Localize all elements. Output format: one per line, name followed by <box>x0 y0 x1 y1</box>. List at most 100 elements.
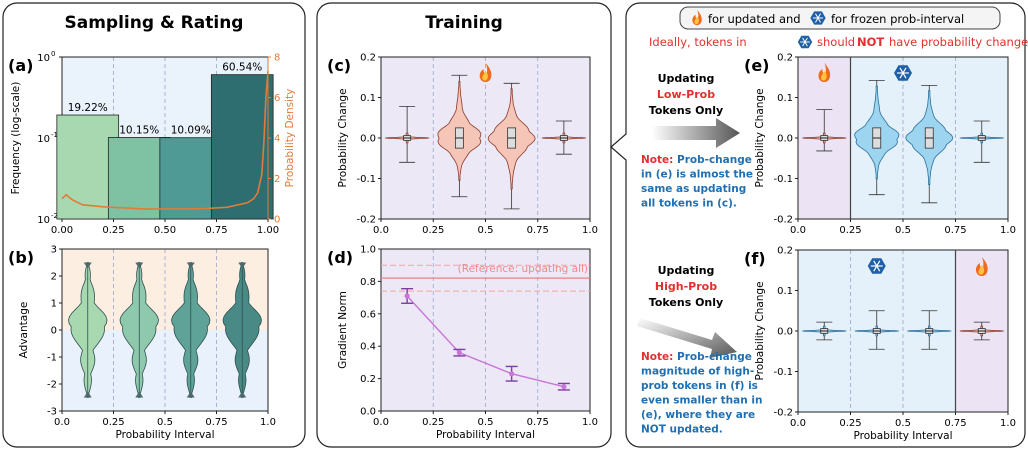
ideally-suffix: have probability change <box>889 35 1028 49</box>
bar-data-label: 19.22% <box>68 102 108 114</box>
ideally-prefix: Ideally, tokens in <box>649 35 747 49</box>
flame-icon <box>818 63 831 82</box>
x-axis-label: Probability Interval <box>853 430 952 442</box>
arrow-bottom-line1: Updating <box>658 264 715 277</box>
y-tick-label: 0.8 <box>360 277 376 288</box>
data-point <box>509 371 515 377</box>
y-tick-label: -0.1 <box>773 367 793 378</box>
x-tick-label: 0.5 <box>895 418 911 429</box>
x-tick-label: 0.75 <box>205 225 227 236</box>
y2-axis-label: Probability Density <box>284 89 296 188</box>
gradient-norm-line <box>406 295 565 388</box>
x-tick-label: 0.5 <box>478 225 494 236</box>
y-tick-label: 0.0 <box>777 327 793 338</box>
panel-label: (d) <box>327 248 353 267</box>
ideally-snowflake-icon <box>797 35 813 49</box>
bar-data-label: 60.54% <box>222 62 262 74</box>
bar-data-label: 10.15% <box>119 124 159 136</box>
flame-icon <box>479 63 492 82</box>
violin-bottom-cap <box>135 391 144 398</box>
ideally-middle: should <box>817 35 855 49</box>
y-tick-label: -0.2 <box>356 215 376 226</box>
x-tick-label: 0.0 <box>790 225 806 236</box>
y2-tick-label: 6 <box>274 93 280 104</box>
y-axis-label: Probability Change <box>754 88 766 187</box>
x-tick-label: 0.75 <box>205 417 227 428</box>
y-tick-label: 0.2 <box>360 53 376 64</box>
note-label: Note: <box>641 351 677 363</box>
y2-tick-label: 8 <box>274 53 280 64</box>
arrow-bottom-line2: High-Prob <box>655 280 717 293</box>
note-line: Note: Prob-change <box>641 351 752 363</box>
x-tick-label: 0.25 <box>422 417 444 428</box>
panel-label: (b) <box>8 248 34 267</box>
x-axis-label: Probability Interval <box>115 429 214 441</box>
violin-bottom-cap <box>186 391 195 398</box>
left-panel-title: Sampling & Rating <box>65 13 244 33</box>
y-tick-label: 0.1 <box>360 93 376 104</box>
right-panel-frame <box>610 2 1026 448</box>
y-tick-label: 0.2 <box>777 53 793 64</box>
y-tick-label: 0.4 <box>360 342 376 353</box>
bar-data-label: 10.09% <box>171 125 211 137</box>
chart-e: 0.0 0.25 0.5 0.75 1.0 (e) -0.2 -0.1 0.0 0.1 0.2 Pro… <box>744 53 1016 237</box>
data-point <box>456 350 462 356</box>
x-tick-label: 1.0 <box>1000 225 1016 236</box>
y-tick-label: -0.1 <box>773 174 793 185</box>
y-tick-label: 0 <box>51 326 57 337</box>
x-tick-label: 0.25 <box>839 225 861 236</box>
legend-snowflake-icon <box>810 11 826 25</box>
y2-tick-label: 2 <box>274 174 280 185</box>
y-tick-label: -2 <box>47 380 57 391</box>
x-tick-label: 0.25 <box>839 418 861 429</box>
x-tick-label: 0.5 <box>895 225 911 236</box>
violin-top-cap <box>186 262 195 269</box>
y-tick-label: 3 <box>51 245 57 256</box>
density-curve <box>61 71 269 210</box>
x-tick-label: 0.75 <box>944 418 966 429</box>
y-tick-label: -0.1 <box>356 174 376 185</box>
arrow-top-line3: Tokens Only <box>649 104 723 117</box>
ideally-line: Ideally, tokens in should NOT have proba… <box>649 35 1028 49</box>
note-line: Note: Prob-change <box>641 154 752 166</box>
note-line: (e), where they are <box>641 409 755 421</box>
flame-icon <box>975 257 988 276</box>
y-tick-label: 10 <box>37 53 50 64</box>
left-panel-frame <box>2 2 306 448</box>
chart-b: 0.0 0.25 0.5 0.75 1.0 Probability Interval (b)… <box>8 245 276 442</box>
y-tick-label: 0.2 <box>777 246 793 257</box>
data-point <box>404 293 410 299</box>
mid-panel-title: Training <box>425 13 503 33</box>
y-axis-label: Frequency (log-scale) <box>10 82 22 195</box>
y-tick-label: 10 <box>37 134 50 145</box>
y2-tick-label: 0 <box>274 215 280 226</box>
x-tick-label: 0.75 <box>944 225 966 236</box>
chart-f: 0.0 0.25 0.5 0.75 1.0 Probability Interval (f)… <box>744 246 1016 443</box>
y-tick-label: -0.2 <box>773 408 793 419</box>
note-line: in (e) is almost the <box>641 169 753 181</box>
arrow-top-line2: Low-Prob <box>657 88 715 101</box>
note-line: same as updating <box>641 183 746 195</box>
y-tick-label: 10 <box>37 215 50 226</box>
x-tick-label: 0.0 <box>373 225 389 236</box>
legend-frozen-text: for frozen prob-interval <box>831 12 964 26</box>
x-tick-label: 0.0 <box>54 417 70 428</box>
x-tick-label: 0.75 <box>527 417 549 428</box>
legend-snowflake-icon-glyph <box>810 11 826 25</box>
y-tick-exponent: -2 <box>51 212 58 220</box>
y-axis-label: Gradient Norm <box>337 291 349 369</box>
y-tick-label: -1 <box>47 353 57 364</box>
note-line: NOT updated. <box>641 424 723 436</box>
violin-top-cap <box>238 262 247 269</box>
y-axis-label: Probability Change <box>337 88 349 187</box>
x-tick-label: 0.25 <box>102 417 124 428</box>
violin-top-cap <box>83 262 92 269</box>
note-top: Note: Prob-change in (e) is almost the sam… <box>641 154 753 210</box>
snowflake-icon <box>894 65 912 81</box>
chart-d: 0.0 0.25 0.5 0.75 1.0 Probability Interval (d)… <box>327 245 598 442</box>
note-label: Note: <box>641 154 677 166</box>
y-tick-label: 2 <box>51 272 57 283</box>
y2-tick-label: 4 <box>274 134 280 145</box>
arrow-bottom <box>637 318 737 358</box>
